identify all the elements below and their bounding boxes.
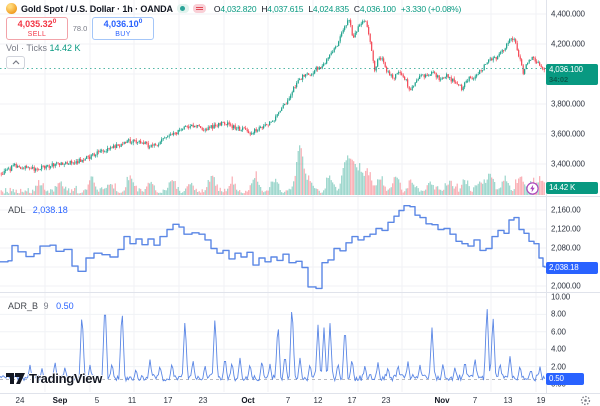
gold-symbol-icon	[6, 3, 17, 14]
adl-badge: 2,038.18	[546, 262, 598, 274]
ohlc-high: H4,037.615	[261, 3, 304, 14]
last-price-badge: 4,036.100 34:02	[546, 64, 598, 85]
sell-label: SELL	[27, 31, 47, 38]
chart-legend: Gold Spot / U.S. Dollar · 1h · OANDA O4,…	[6, 2, 461, 69]
time-tick-label: 17	[163, 396, 173, 405]
status-dot-toggle[interactable]	[176, 4, 189, 13]
adrb-badge: 0.50	[546, 373, 584, 385]
axis-tick-label: 2,080.00	[551, 243, 581, 253]
symbol-title[interactable]: Gold Spot / U.S. Dollar · 1h · OANDA	[21, 3, 173, 14]
bar-countdown: 34:02	[549, 75, 569, 84]
timezone-gear-icon[interactable]	[580, 395, 591, 406]
time-tick-label: 13	[503, 396, 513, 405]
volume-value: 14.42 K	[49, 43, 81, 53]
time-tick-label: Nov	[434, 396, 450, 405]
ohlc-open: O4,032.820	[213, 3, 257, 14]
time-tick-label: 19	[536, 396, 546, 405]
trade-buttons-row: 4,035.320 SELL 78.0 4,036.100 BUY	[6, 17, 461, 40]
axis-tick-label: 6.00	[551, 327, 566, 337]
axis-tick-label: 3,600.000	[551, 129, 585, 139]
volume-label: Vol · Ticks	[6, 43, 48, 53]
axis-tick-label: 10.00	[551, 292, 571, 302]
time-tick-label: Oct	[241, 396, 255, 405]
ohlc-close: C4,036.100	[353, 3, 396, 14]
axis-tick-label: 8.00	[551, 309, 566, 319]
time-tick-label: 17	[347, 396, 357, 405]
adl-value: 2,038.18	[32, 205, 68, 215]
tradingview-watermark[interactable]: TradingView	[6, 371, 102, 386]
time-tick-label: 24	[15, 396, 25, 405]
ohlc-values: O4,032.820 H4,037.615 L4,024.835 C4,036.…	[214, 4, 461, 14]
legend-menu-toggle[interactable]	[192, 4, 206, 13]
time-tick-label: 23	[198, 396, 208, 405]
axis-tick-label: 3,400.000	[551, 159, 585, 169]
buy-button[interactable]: 4,036.100 BUY	[92, 17, 154, 40]
time-tick-label: 7	[285, 396, 291, 405]
tradingview-logo-text: TradingView	[29, 371, 103, 386]
adrb-indicator-label[interactable]: ADR_B 9 0.50	[8, 301, 74, 311]
volume-legend-row[interactable]: Vol · Ticks 14.42 K	[6, 43, 461, 53]
sell-price: 4,035.320	[17, 18, 57, 29]
green-dot-icon	[180, 6, 186, 11]
time-tick-label: 5	[94, 396, 100, 405]
adl-indicator-label[interactable]: ADL 2,038.18	[8, 205, 68, 215]
chevron-up-icon	[12, 60, 19, 65]
adrb-name: ADR_B	[8, 301, 39, 311]
time-tick-label: 11	[127, 396, 137, 405]
axis-tick-label: 4,200.000	[551, 39, 585, 49]
instant-order-flash-icon[interactable]	[526, 182, 539, 195]
axis-tick-label: 4.00	[551, 344, 566, 354]
sell-button[interactable]: 4,035.320 SELL	[6, 17, 68, 40]
axis-tick-label: 2,000.00	[551, 281, 581, 291]
axis-tick-label: 2,160.00	[551, 205, 581, 215]
axis-tick-label: 2,120.00	[551, 224, 581, 234]
adl-name: ADL	[8, 205, 26, 215]
ohlc-change: +3.330 (+0.08%)	[400, 3, 462, 14]
time-tick-label: 7	[472, 396, 478, 405]
axis-tick-label: 4,400.000	[551, 9, 585, 19]
last-price-value: 4,036.100	[549, 65, 583, 74]
adrb-param: 9	[43, 301, 49, 311]
axis-tick-label: 3,800.000	[551, 99, 585, 109]
time-tick-label: Sep	[52, 396, 68, 405]
buy-price: 4,036.100	[103, 18, 143, 29]
ohlc-low: L4,024.835	[308, 3, 349, 14]
spread-value: 78.0	[72, 24, 88, 33]
tradingview-logo-icon	[6, 373, 25, 384]
volume-badge: 14.42 K	[546, 182, 598, 194]
collapse-pane-button[interactable]	[6, 56, 25, 69]
time-tick-label: 12	[313, 396, 323, 405]
buy-label: BUY	[115, 31, 131, 38]
axis-tick-label: 2.00	[551, 362, 566, 372]
adrb-value: 0.50	[56, 301, 74, 311]
time-tick-label: 23	[381, 396, 391, 405]
symbol-title-row[interactable]: Gold Spot / U.S. Dollar · 1h · OANDA O4,…	[6, 2, 461, 15]
time-axis[interactable]: 24 Sep 5 11 17 23 Oct 7 12 17 23 Nov 7 13 19	[0, 393, 600, 406]
